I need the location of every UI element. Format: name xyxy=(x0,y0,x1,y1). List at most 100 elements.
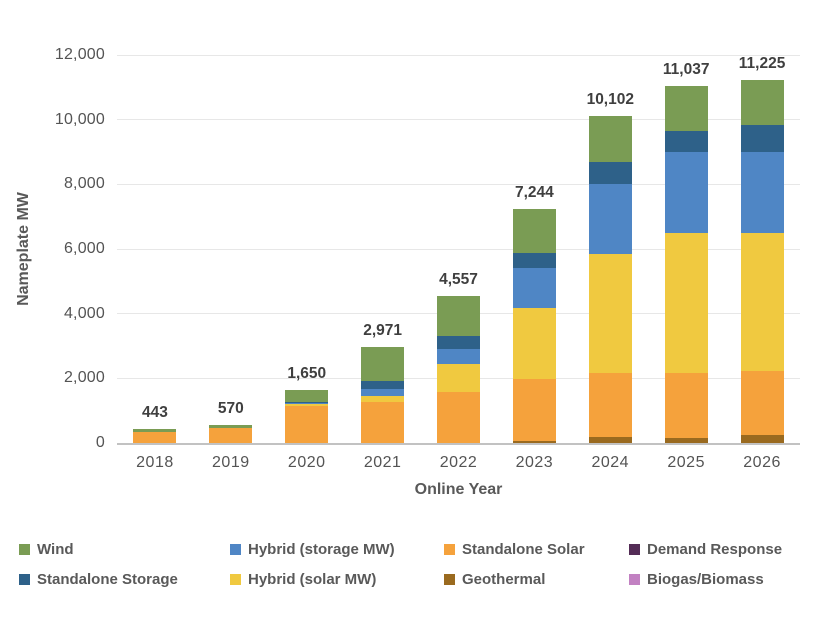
bar-segment-hybrid-storage-mw-2021 xyxy=(361,389,405,397)
x-tick-label-2019: 2019 xyxy=(212,454,250,471)
bar-segment-geothermal-2025 xyxy=(664,437,708,443)
bar-segment-standalone-solar-2024 xyxy=(588,373,632,437)
legend-item-geothermal: Geothermal xyxy=(444,569,629,590)
legend-label-biogas-biomass: Biogas/Biomass xyxy=(647,571,764,588)
y-tick-label-0: 0 xyxy=(95,434,105,451)
bar-total-label-2023: 7,244 xyxy=(514,183,554,201)
bar-segment-hybrid-storage-mw-2023 xyxy=(512,267,556,308)
bar-segment-standalone-storage-2024 xyxy=(588,162,632,185)
bar-2022 xyxy=(437,295,480,443)
bar-segment-hybrid-storage-mw-2020 xyxy=(285,403,329,404)
legend-item-demand-response: Demand Response xyxy=(629,539,819,560)
bar-segment-hybrid-solar-mw-2023 xyxy=(512,307,556,380)
bar-segment-hybrid-storage-mw-2025 xyxy=(664,151,708,234)
x-tick-label-2024: 2024 xyxy=(591,454,630,471)
legend-item-hybrid-solar-mw: Hybrid (solar MW) xyxy=(230,569,444,590)
y-tick-label-12000: 12,000 xyxy=(54,46,105,63)
bar-2024 xyxy=(588,116,632,443)
bar-slot-2018: 443 xyxy=(117,55,193,443)
bar-segment-standalone-solar-2019 xyxy=(209,428,253,443)
legend-label-geothermal: Geothermal xyxy=(462,571,546,588)
plot-area: 443 570 1,650 2,971 4,557 7,244 10,102 11,037 11… xyxy=(117,54,800,445)
bar-slot-2024: 10,102 xyxy=(572,55,648,443)
bar-slot-2021: 2,971 xyxy=(345,55,421,443)
bar-segment-standalone-solar-2025 xyxy=(664,373,708,438)
bar-segment-geothermal-2024 xyxy=(588,436,632,443)
bar-total-label-2018: 443 xyxy=(142,403,168,421)
bar-segment-standalone-storage-2026 xyxy=(740,125,784,152)
bar-segment-hybrid-solar-mw-2021 xyxy=(361,396,405,403)
bar-slot-2020: 1,650 xyxy=(269,55,345,443)
bar-slot-2023: 7,244 xyxy=(496,55,572,443)
bar-segment-hybrid-solar-mw-2025 xyxy=(664,233,708,374)
grid-line-12000 xyxy=(117,54,800,56)
x-tick-label-2020: 2020 xyxy=(287,454,326,471)
bar-slot-2026: 11,225 xyxy=(724,55,800,443)
legend-label-demand-response: Demand Response xyxy=(647,541,783,558)
bar-segment-hybrid-storage-mw-2022 xyxy=(437,348,480,364)
x-tick-label-2023: 2023 xyxy=(515,454,554,471)
bar-segment-standalone-solar-2018 xyxy=(133,431,177,443)
y-tick-label-4000: 4,000 xyxy=(63,304,105,322)
legend: Wind Hybrid (storage MW) Standalone Solar D… xyxy=(19,539,819,590)
bar-total-label-2020: 1,650 xyxy=(287,364,327,382)
bar-segment-standalone-solar-2020 xyxy=(285,405,329,443)
bar-segment-standalone-solar-2026 xyxy=(740,370,784,435)
bar-2023 xyxy=(512,208,556,443)
x-tick-label-2026: 2026 xyxy=(743,454,781,471)
bar-total-label-2022: 4,557 xyxy=(439,270,478,288)
bar-total-label-2025: 11,037 xyxy=(662,61,710,79)
legend-label-standalone-storage: Standalone Storage xyxy=(37,571,178,588)
bar-segment-standalone-storage-2025 xyxy=(664,131,708,152)
bars-container: 443 570 1,650 2,971 4,557 7,244 10,102 11,037 11… xyxy=(117,55,800,443)
y-axis-tick-labels: 0 2,000 4,000 6,000 8,000 10,000 12,000 xyxy=(0,0,105,620)
y-tick-label-2000: 2,000 xyxy=(63,369,105,387)
legend-swatch-biogas-biomass xyxy=(629,574,640,585)
bar-segment-geothermal-2026 xyxy=(740,434,784,443)
legend-label-standalone-solar: Standalone Solar xyxy=(462,541,585,558)
legend-item-hybrid-storage-mw: Hybrid (storage MW) xyxy=(230,539,444,560)
bar-segment-wind-2021 xyxy=(361,346,405,381)
y-tick-label-6000: 6,000 xyxy=(63,240,105,257)
bar-2019 xyxy=(209,424,253,443)
bar-total-label-2024: 10,102 xyxy=(586,91,634,109)
legend-item-standalone-storage: Standalone Storage xyxy=(19,569,230,590)
legend-swatch-hybrid-storage-mw xyxy=(230,544,241,555)
x-tick-label-2018: 2018 xyxy=(136,454,174,471)
bar-segment-wind-2018 xyxy=(133,428,177,432)
x-axis-title: Online Year xyxy=(414,481,503,498)
x-axis-tick-labels: 2018 2019 2020 2021 2022 2023 2024 2025 2026 xyxy=(117,454,800,472)
grid-line-8000 xyxy=(117,183,800,185)
bar-segment-standalone-storage-2021 xyxy=(361,380,405,390)
bar-segment-wind-2023 xyxy=(512,208,556,253)
x-tick-label-2025: 2025 xyxy=(667,454,705,471)
bar-2021 xyxy=(361,346,405,443)
bar-segment-wind-2022 xyxy=(437,295,480,337)
bar-total-label-2019: 570 xyxy=(217,399,244,417)
bar-segment-hybrid-solar-mw-2024 xyxy=(588,253,632,374)
bar-segment-wind-2020 xyxy=(285,389,329,403)
bar-segment-hybrid-solar-mw-2022 xyxy=(437,363,480,392)
legend-item-standalone-solar: Standalone Solar xyxy=(444,539,629,560)
legend-label-wind: Wind xyxy=(37,541,74,558)
bar-total-label-2026: 11,225 xyxy=(738,55,786,73)
bar-segment-wind-2025 xyxy=(664,86,708,132)
bar-2020 xyxy=(285,389,329,443)
bar-segment-standalone-storage-2023 xyxy=(512,252,556,268)
bar-2026 xyxy=(740,80,784,443)
bar-slot-2019: 570 xyxy=(193,55,269,443)
legend-item-biogas-biomass: Biogas/Biomass xyxy=(629,569,819,590)
bar-segment-standalone-solar-2021 xyxy=(361,402,405,443)
legend-swatch-standalone-solar xyxy=(444,544,455,555)
bar-slot-2022: 4,557 xyxy=(421,55,497,443)
bar-segment-wind-2026 xyxy=(740,80,784,126)
bar-segment-hybrid-solar-mw-2026 xyxy=(740,232,784,371)
legend-swatch-demand-response xyxy=(629,544,640,555)
bar-segment-hybrid-storage-mw-2026 xyxy=(740,151,784,233)
bar-segment-hybrid-storage-mw-2024 xyxy=(588,184,632,254)
bar-segment-standalone-solar-2022 xyxy=(437,391,480,443)
y-tick-label-8000: 8,000 xyxy=(63,175,105,193)
x-tick-label-2022: 2022 xyxy=(439,454,478,471)
legend-swatch-wind xyxy=(19,544,30,555)
